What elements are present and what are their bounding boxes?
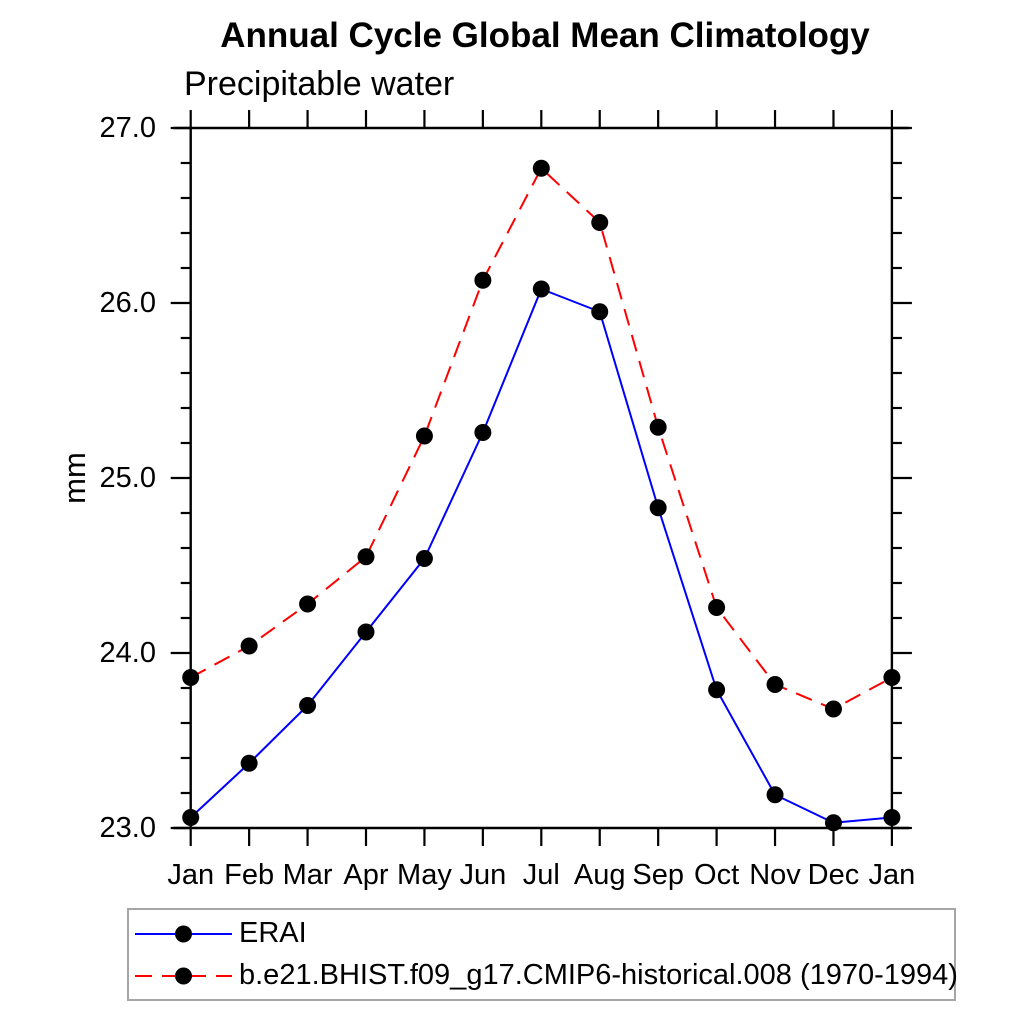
data-point-marker — [766, 676, 784, 693]
data-point-marker — [708, 681, 726, 699]
legend-marker-icon — [175, 967, 192, 984]
series-0-markers — [182, 280, 901, 832]
x-tick-label: Dec — [808, 859, 860, 891]
data-point-marker — [240, 754, 258, 772]
data-point-marker — [591, 214, 609, 231]
y-tick-label: 24.0 — [100, 637, 156, 669]
data-point-marker — [532, 280, 550, 298]
data-point-marker — [415, 427, 433, 445]
data-point-marker — [182, 809, 200, 826]
data-point-marker — [474, 271, 492, 289]
data-point-marker — [649, 418, 667, 436]
x-tick-label: Aug — [574, 859, 626, 891]
data-point-marker — [766, 786, 784, 804]
x-tick-label: Jan — [869, 859, 916, 891]
series-1-markers — [182, 159, 901, 718]
data-point-marker — [415, 550, 433, 567]
legend-box: ERAI b.e21.BHIST.f09_g17.CMIP6-historica… — [127, 908, 958, 1001]
x-tick-label: Jan — [167, 859, 214, 891]
data-point-marker — [532, 159, 550, 177]
x-tick-labels: Jan Feb Mar Apr May Jun Jul Aug Sep Oct Nov Dec Jan — [167, 859, 915, 891]
data-point-marker — [474, 424, 492, 441]
series-0-line — [190, 288, 892, 824]
legend-item-model: b.e21.BHIST.f09_g17.CMIP6-historical.008… — [135, 957, 958, 995]
legend-label-model: b.e21.BHIST.f09_g17.CMIP6-historical.008… — [239, 959, 958, 991]
data-point-marker — [883, 669, 901, 686]
x-tick-label: Nov — [749, 859, 801, 891]
data-point-marker — [824, 700, 842, 718]
data-point-marker — [883, 809, 901, 826]
data-point-marker — [357, 623, 375, 641]
data-point-marker — [357, 548, 375, 566]
series-1-line — [190, 167, 893, 710]
data-point-marker — [240, 637, 258, 655]
legend-key-solid-line — [135, 925, 232, 942]
data-point-marker — [591, 303, 609, 321]
legend-label-erai: ERAI — [239, 917, 307, 949]
x-tick-label: Sep — [632, 859, 684, 891]
data-point-marker — [824, 814, 842, 832]
x-tick-label: Apr — [343, 859, 388, 891]
x-tick-label: Feb — [224, 859, 274, 891]
x-axis-ticks — [189, 110, 894, 846]
x-tick-label: Jul — [523, 859, 560, 891]
chart-subtitle: Precipitable water — [184, 65, 455, 103]
data-point-marker — [649, 499, 667, 517]
x-tick-label: Oct — [694, 859, 739, 891]
data-point-marker — [299, 595, 317, 613]
y-tick-labels: 23.0 24.0 25.0 26.0 27.0 — [100, 112, 156, 844]
data-point-marker — [299, 697, 317, 714]
y-tick-label: 27.0 — [100, 112, 156, 144]
legend-item-erai: ERAI — [135, 915, 954, 953]
x-tick-label: May — [397, 859, 452, 891]
data-point-marker — [708, 599, 726, 616]
y-tick-label: 23.0 — [100, 812, 156, 844]
y-tick-label: 25.0 — [100, 462, 156, 494]
chart-title: Annual Cycle Global Mean Climatology — [220, 16, 870, 55]
legend-marker-icon — [175, 925, 192, 942]
x-tick-label: Mar — [283, 859, 333, 891]
x-tick-label: Jun — [459, 859, 506, 891]
y-axis-ticks — [170, 126, 912, 830]
data-point-marker — [182, 669, 200, 686]
y-tick-label: 26.0 — [100, 287, 156, 319]
legend-key-dashed-line — [135, 967, 232, 984]
plot-frame — [173, 126, 909, 830]
